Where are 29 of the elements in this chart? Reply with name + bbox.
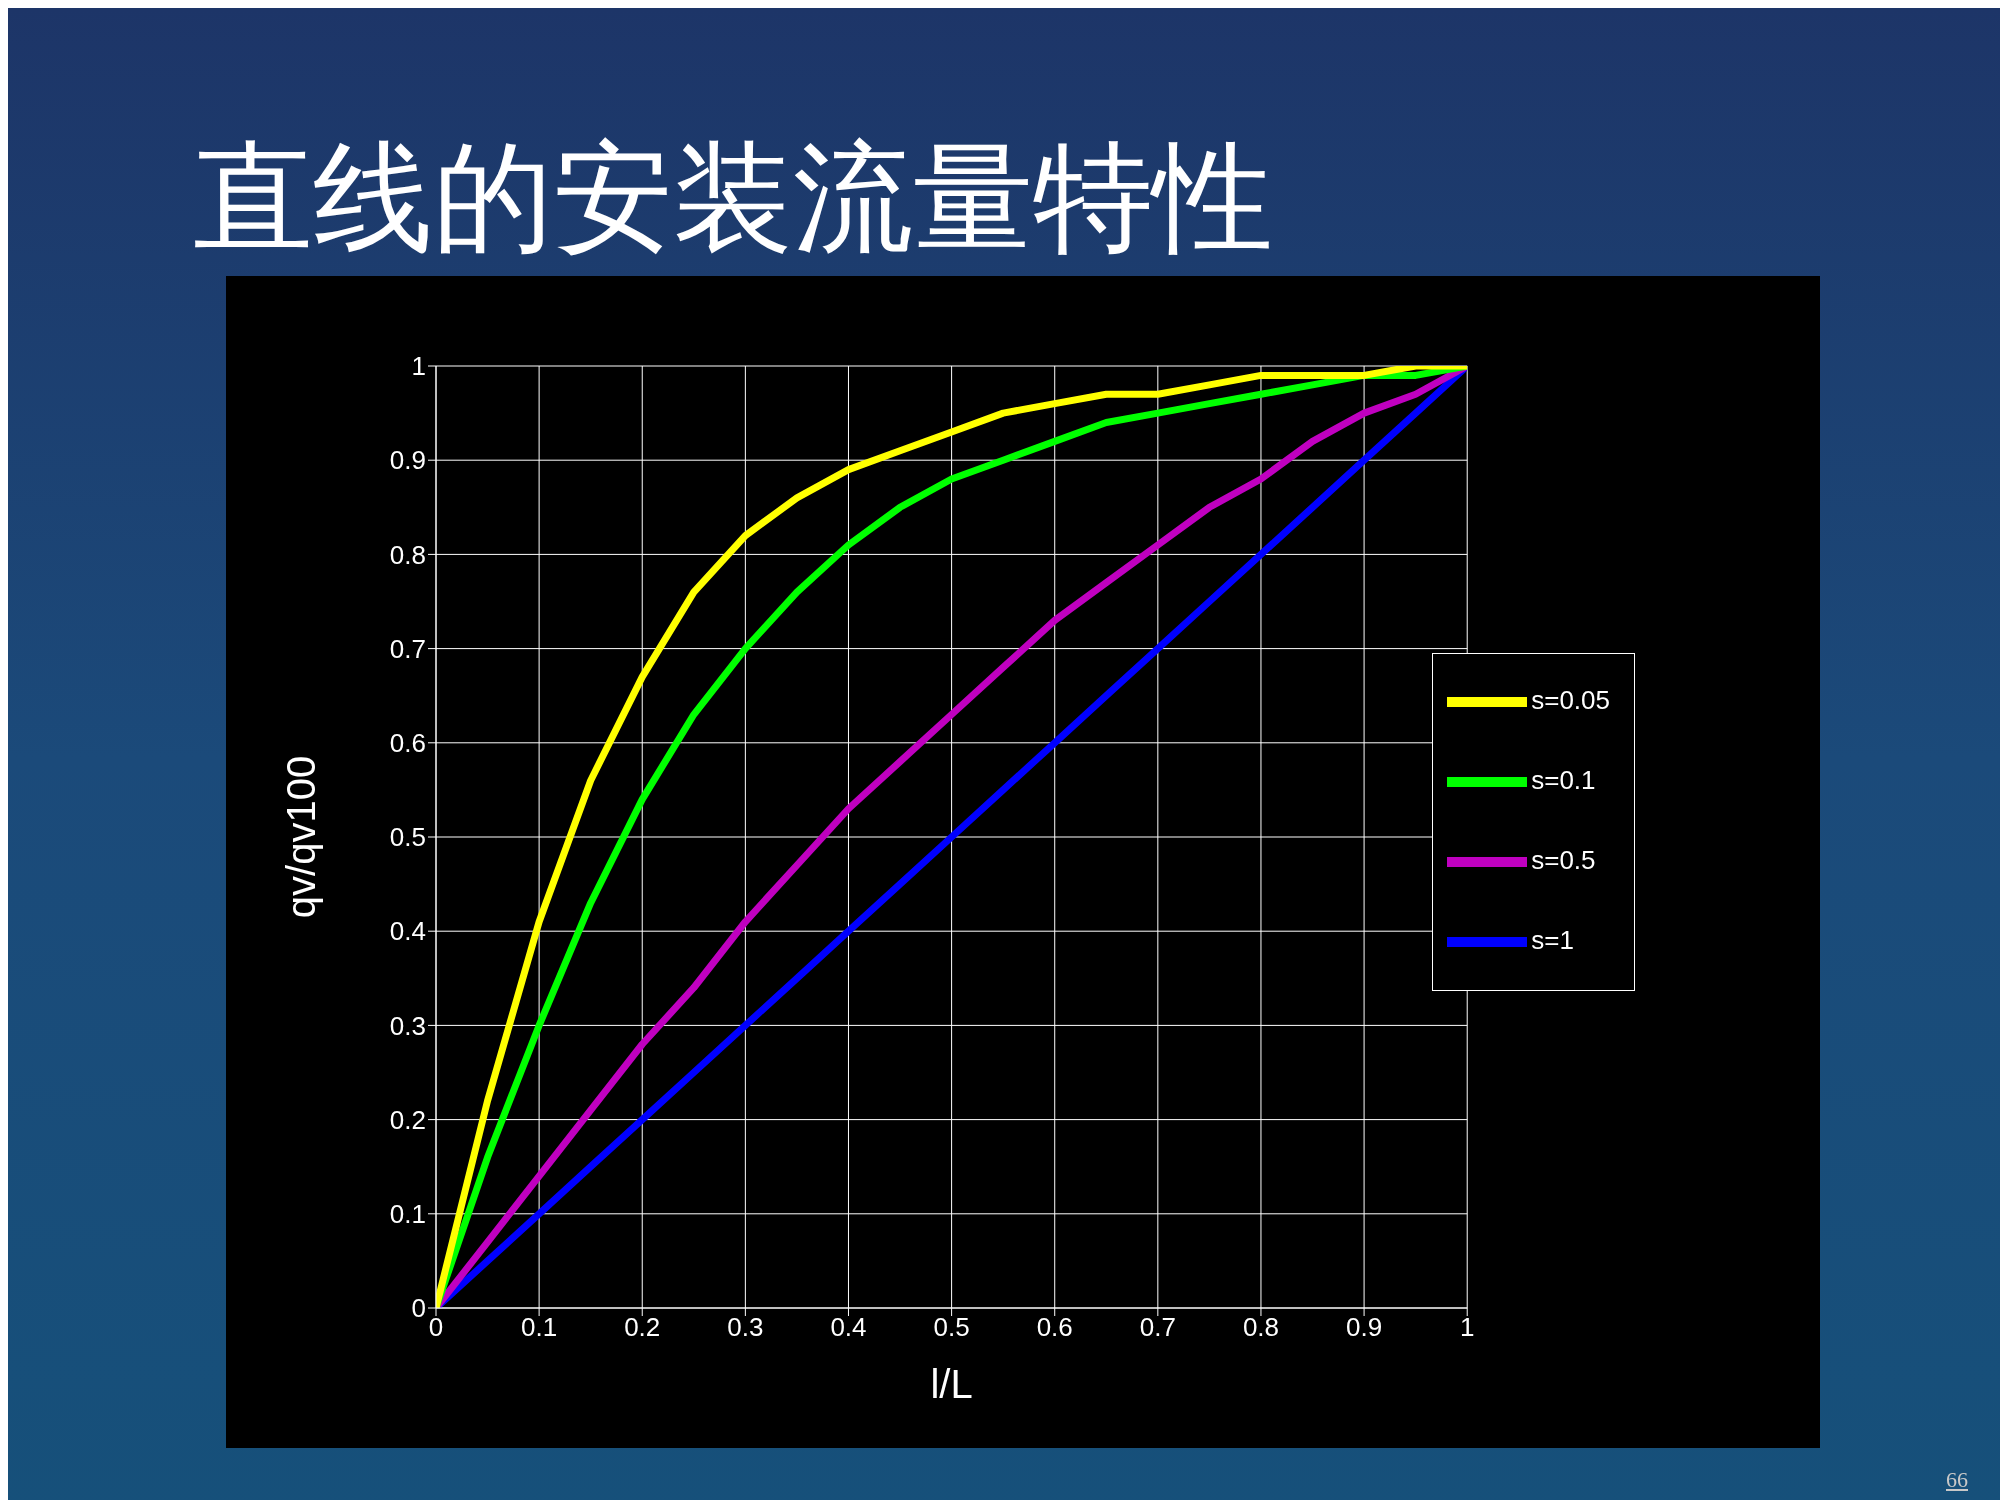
x-axis-title: l/L bbox=[930, 1362, 973, 1406]
x-tick-label: 0.6 bbox=[1036, 1312, 1073, 1343]
x-tick-label: 0.8 bbox=[1242, 1312, 1280, 1343]
x-tick-label: 0.3 bbox=[727, 1312, 764, 1343]
y-tick-label: 0.7 bbox=[389, 633, 426, 664]
y-tick-label: 0.2 bbox=[389, 1104, 426, 1135]
x-tick-label: 0.1 bbox=[521, 1312, 558, 1343]
text: 66 bbox=[1946, 1467, 1968, 1493]
y-tick-label: 1 bbox=[411, 351, 426, 382]
x-tick-label: 0.2 bbox=[624, 1312, 661, 1343]
chart-title: 直线的安装流量特性 bbox=[193, 127, 1273, 269]
y-axis-title: qv/qv100 bbox=[279, 755, 324, 919]
y-tick-label: 0 bbox=[411, 1293, 426, 1324]
y-tick-label: 0.3 bbox=[389, 1010, 426, 1041]
y-tick-label: 0.1 bbox=[389, 1199, 426, 1230]
y-tick-label: 0.6 bbox=[389, 728, 426, 759]
x-tick-label: 1 bbox=[1459, 1312, 1475, 1343]
x-tick-label: 0.9 bbox=[1346, 1312, 1383, 1343]
x-tick-label: 0.7 bbox=[1139, 1312, 1176, 1343]
legend-label: s=0.5 bbox=[1531, 844, 1596, 875]
y-tick-label: 0.5 bbox=[389, 822, 426, 853]
x-tick-label: 0.5 bbox=[933, 1312, 970, 1343]
x-tick-label: 0.4 bbox=[830, 1312, 867, 1343]
legend-label: s=0.1 bbox=[1531, 764, 1596, 795]
y-tick-label: 0.4 bbox=[389, 916, 426, 947]
legend-label: s=0.05 bbox=[1531, 684, 1610, 715]
y-tick-label: 0.9 bbox=[389, 445, 426, 476]
legend-label: s=1 bbox=[1531, 924, 1574, 955]
y-tick-label: 0.8 bbox=[389, 539, 426, 570]
